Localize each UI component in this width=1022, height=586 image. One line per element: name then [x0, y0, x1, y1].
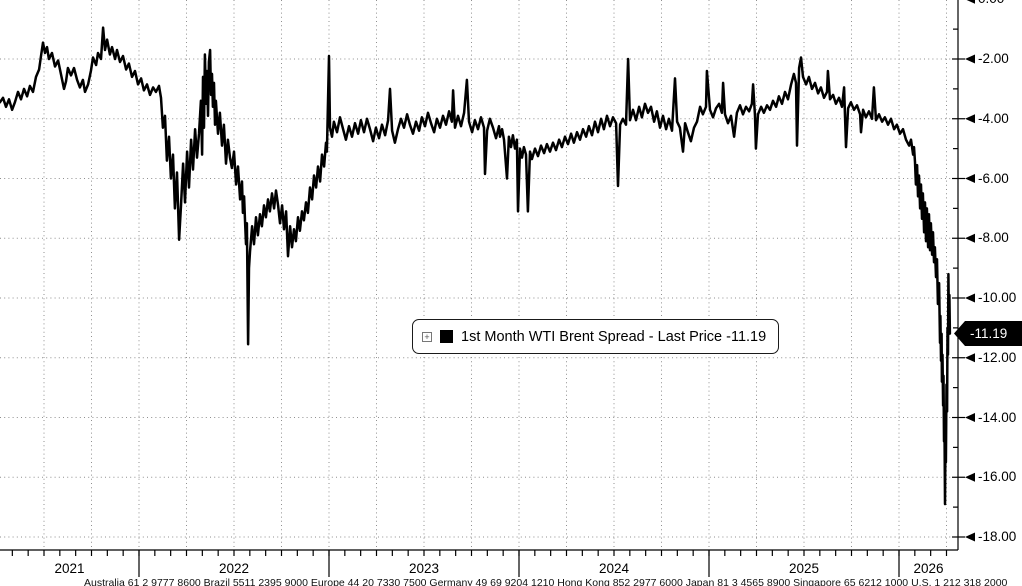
footer-text: Australia 61 2 9777 8600 Brazil 5511 239…	[84, 577, 1008, 586]
series-swatch-icon	[440, 330, 453, 343]
legend-label: 1st Month WTI Brent Spread - Last Price …	[461, 328, 767, 345]
y-tick-arrow-icon	[965, 532, 975, 542]
expand-icon[interactable]: +	[422, 331, 432, 342]
y-tick-arrow-icon	[965, 233, 975, 243]
last-price-badge: -11.19	[954, 321, 1022, 346]
legend[interactable]: + 1st Month WTI Brent Spread - Last Pric…	[412, 319, 780, 354]
y-tick-arrow-icon	[965, 293, 975, 303]
price-line	[0, 26, 952, 506]
y-tick-arrow-icon	[966, 0, 975, 4]
y-tick-arrow-icon	[965, 472, 975, 482]
y-tick-arrow-icon	[965, 413, 975, 422]
y-tick-arrow-icon	[965, 353, 975, 363]
y-tick-arrow-icon	[965, 174, 975, 183]
y-tick-arrow-icon	[965, 114, 975, 124]
y-tick-arrow-icon	[965, 54, 975, 64]
